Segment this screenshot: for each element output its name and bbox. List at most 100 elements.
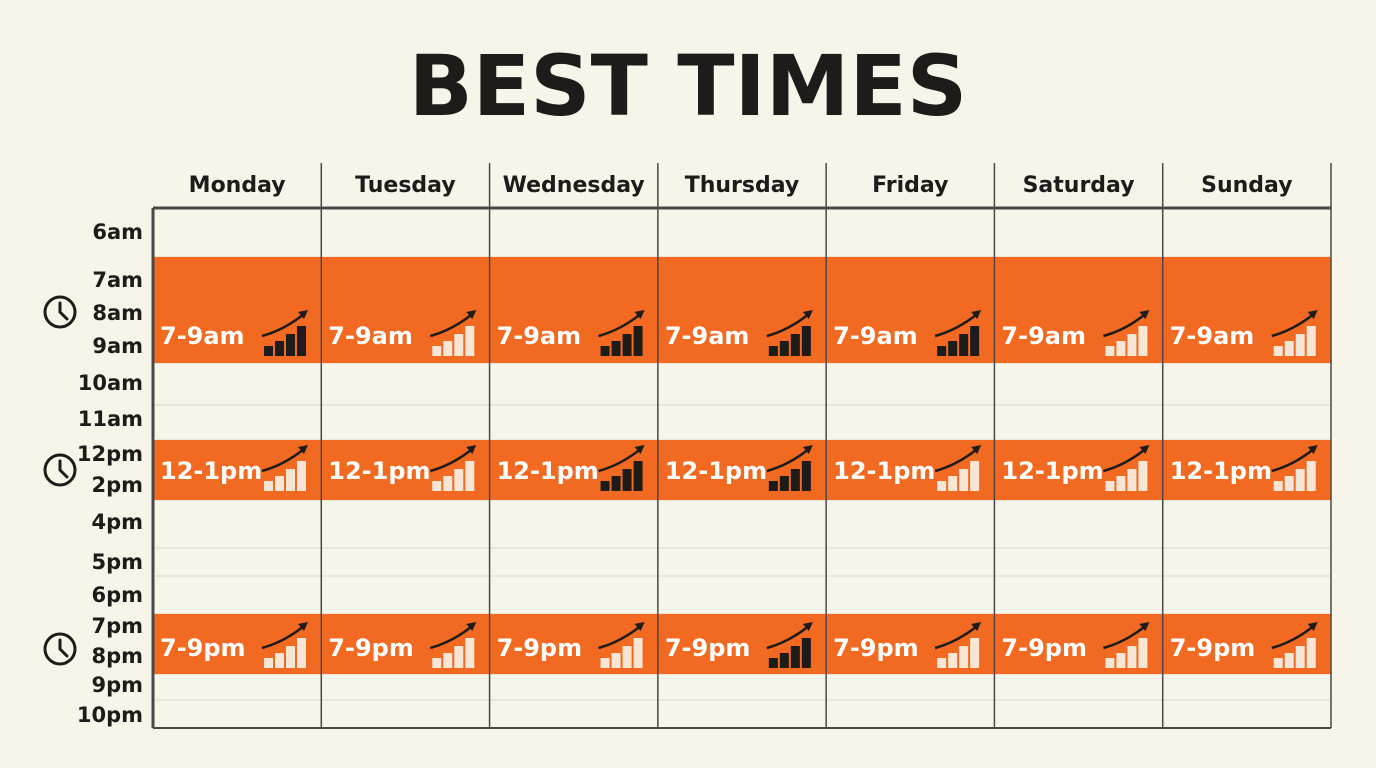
title: BEST TIMES bbox=[409, 37, 967, 135]
cell-label: 7-9pm bbox=[160, 634, 246, 662]
icon-bar bbox=[959, 334, 969, 356]
icon-arrow bbox=[1103, 625, 1147, 650]
icon-bar bbox=[801, 326, 811, 356]
icon-bar bbox=[275, 341, 284, 356]
time-label: 9pm bbox=[91, 673, 143, 697]
cell-label: 12-1pm bbox=[328, 457, 430, 485]
icon-bar bbox=[970, 461, 980, 491]
icon-bar bbox=[1284, 653, 1294, 668]
icon-bar bbox=[1284, 476, 1294, 491]
icon-bar bbox=[432, 481, 442, 491]
icon-arrow bbox=[261, 448, 305, 473]
cell-label: 7-9am bbox=[665, 322, 750, 350]
icon-bar bbox=[622, 469, 632, 491]
time-label: 10am bbox=[78, 371, 143, 395]
icon-bar bbox=[465, 461, 475, 491]
icon-bar bbox=[1306, 326, 1316, 356]
icon-bar bbox=[779, 476, 789, 491]
icon-arrowhead bbox=[971, 622, 982, 631]
time-label: 8pm bbox=[91, 644, 143, 668]
icon-arrow bbox=[598, 625, 642, 650]
clock-hands bbox=[58, 301, 69, 321]
time-label: 4pm bbox=[91, 510, 143, 534]
icon-bar bbox=[1116, 653, 1126, 668]
time-label: 11am bbox=[78, 407, 143, 431]
time-label: 5pm bbox=[91, 550, 143, 574]
icon-arrow bbox=[429, 313, 474, 338]
icon-bar bbox=[1295, 646, 1305, 668]
icon-bar bbox=[768, 658, 778, 668]
icon-bar bbox=[801, 638, 811, 668]
clock-face bbox=[43, 632, 77, 666]
icon-bar bbox=[286, 646, 295, 668]
icon-bar bbox=[432, 346, 442, 356]
clock-face bbox=[43, 295, 77, 329]
icon-bar bbox=[443, 341, 453, 356]
icon-bar bbox=[454, 334, 464, 356]
clock-hands bbox=[58, 459, 69, 479]
icon-bar bbox=[600, 481, 610, 491]
day-label: Thursday bbox=[685, 173, 800, 198]
icon-bar bbox=[970, 638, 980, 668]
icon-bar bbox=[1116, 341, 1126, 356]
icon-bar bbox=[633, 326, 643, 356]
icon-arrowhead bbox=[1139, 445, 1150, 454]
icon-bar bbox=[779, 653, 789, 668]
icon-arrow bbox=[429, 625, 474, 650]
icon-bar bbox=[948, 476, 958, 491]
day-label: Wednesday bbox=[503, 173, 645, 198]
icon-bar bbox=[622, 334, 632, 356]
icon-arrowhead bbox=[802, 445, 813, 454]
cell-label: 7-9am bbox=[328, 322, 413, 350]
icon-bar bbox=[1295, 469, 1305, 491]
day-label: Sunday bbox=[1201, 173, 1292, 198]
icon-arrowhead bbox=[1307, 310, 1318, 319]
day-label: Monday bbox=[189, 173, 286, 198]
icon-bar bbox=[1138, 326, 1148, 356]
icon-bar bbox=[1284, 341, 1294, 356]
icon-bar bbox=[297, 326, 306, 356]
icon-bar bbox=[275, 476, 284, 491]
icon-bar bbox=[264, 346, 273, 356]
clock-face bbox=[43, 453, 77, 487]
icon-arrowhead bbox=[1139, 622, 1150, 631]
cell-label: 7-9pm bbox=[497, 634, 583, 662]
icon-bar bbox=[465, 638, 475, 668]
icon-arrowhead bbox=[466, 622, 477, 631]
icon-bar bbox=[264, 481, 273, 491]
cell-label: 12-1pm bbox=[1001, 457, 1103, 485]
icon-bar bbox=[959, 469, 969, 491]
time-label: 6am bbox=[92, 220, 143, 244]
icon-bar bbox=[1116, 476, 1126, 491]
day-label: Friday bbox=[872, 173, 948, 198]
icon-bar bbox=[633, 461, 643, 491]
icon-arrow bbox=[934, 625, 978, 650]
icon-arrowhead bbox=[802, 310, 813, 319]
icon-bar bbox=[937, 346, 947, 356]
icon-bar bbox=[768, 481, 778, 491]
icon-arrowhead bbox=[971, 445, 982, 454]
icon-arrow bbox=[1271, 313, 1315, 338]
icon-arrow bbox=[1271, 448, 1315, 473]
icon-bar bbox=[1306, 638, 1316, 668]
cell-label: 7-9pm bbox=[328, 634, 414, 662]
icon-bar bbox=[1127, 646, 1137, 668]
cell-label: 7-9am bbox=[497, 322, 582, 350]
icon-bar bbox=[275, 653, 284, 668]
cell-label: 7-9am bbox=[1170, 322, 1255, 350]
time-label: 6pm bbox=[91, 583, 143, 607]
icon-bar bbox=[432, 658, 442, 668]
icon-bar bbox=[600, 346, 610, 356]
cell-label: 12-1pm bbox=[497, 457, 599, 485]
icon-bar bbox=[465, 326, 475, 356]
icon-bar bbox=[1105, 658, 1115, 668]
icon-arrowhead bbox=[1307, 445, 1318, 454]
time-label: 8am bbox=[92, 301, 143, 325]
icon-arrow bbox=[766, 313, 810, 338]
time-label: 12pm bbox=[77, 442, 143, 466]
icon-bar bbox=[1295, 334, 1305, 356]
icon-bar bbox=[1273, 658, 1283, 668]
icon-bar bbox=[1105, 481, 1115, 491]
icon-bar bbox=[600, 658, 610, 668]
